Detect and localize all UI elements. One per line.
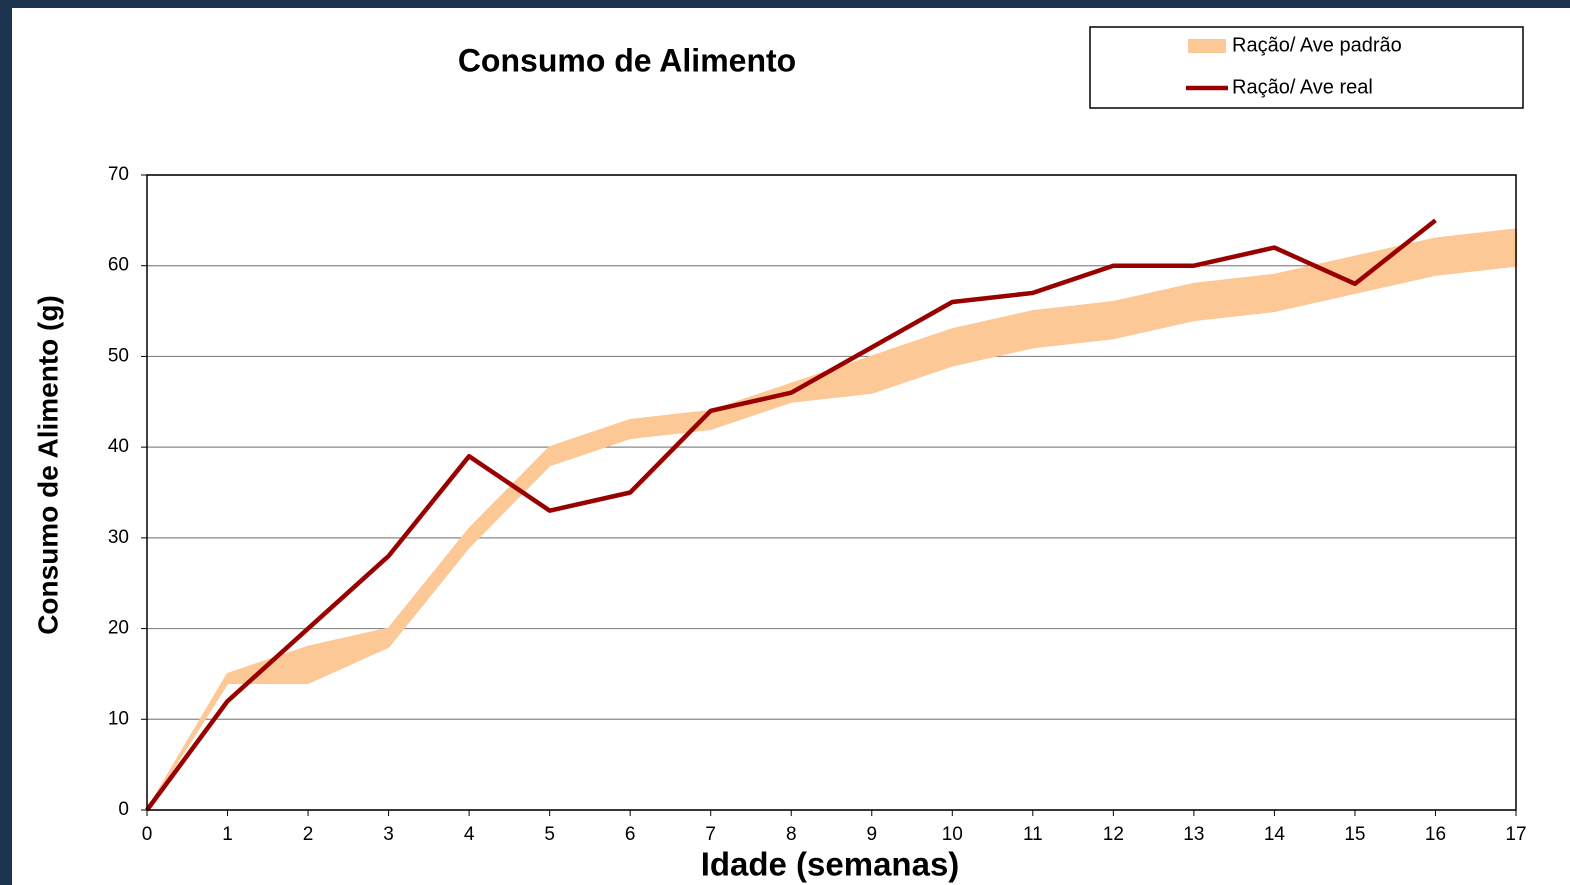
chart-title: Consumo de Alimento	[458, 42, 796, 78]
y-tick-label: 60	[108, 255, 129, 276]
plot-frame	[146, 174, 1517, 811]
y-tick-label: 30	[108, 527, 129, 548]
x-tick-label: 9	[866, 824, 877, 845]
x-tick-label: 10	[942, 824, 963, 845]
x-tick-label: 0	[142, 824, 153, 845]
x-tick-label: 3	[383, 824, 394, 845]
x-tick-label: 14	[1264, 824, 1286, 845]
legend-swatch	[1188, 39, 1226, 53]
x-tick-label: 5	[544, 824, 555, 845]
x-tick-label: 4	[464, 824, 475, 845]
x-axis-label: Idade (semanas)	[701, 846, 960, 883]
y-tick-label: 0	[118, 799, 129, 820]
x-tick-label: 7	[705, 824, 716, 845]
x-tick-label: 1	[222, 824, 233, 845]
y-tick-label: 20	[108, 618, 129, 639]
x-tick-label: 6	[625, 824, 636, 845]
x-tick-label: 15	[1344, 824, 1365, 845]
panel	[12, 8, 1570, 885]
y-tick-label: 40	[108, 436, 129, 457]
x-tick-label: 13	[1183, 824, 1204, 845]
x-tick-label: 11	[1023, 824, 1043, 845]
x-tick-label: 8	[786, 824, 797, 845]
y-tick-label: 50	[108, 345, 129, 366]
y-tick-label: 70	[108, 164, 129, 185]
x-tick-label: 2	[303, 824, 314, 845]
legend-label: Ração/ Ave real	[1232, 76, 1373, 98]
x-tick-label: 17	[1505, 824, 1526, 845]
y-axis-label: Consumo de Alimento (g)	[32, 295, 63, 635]
legend-box	[1089, 26, 1524, 109]
y-tick-label: 10	[108, 708, 129, 729]
legend-label: Ração/ Ave padrão	[1232, 34, 1402, 56]
x-tick-label: 16	[1425, 824, 1446, 845]
line	[145, 218, 1437, 812]
x-tick-label: 12	[1103, 824, 1124, 845]
